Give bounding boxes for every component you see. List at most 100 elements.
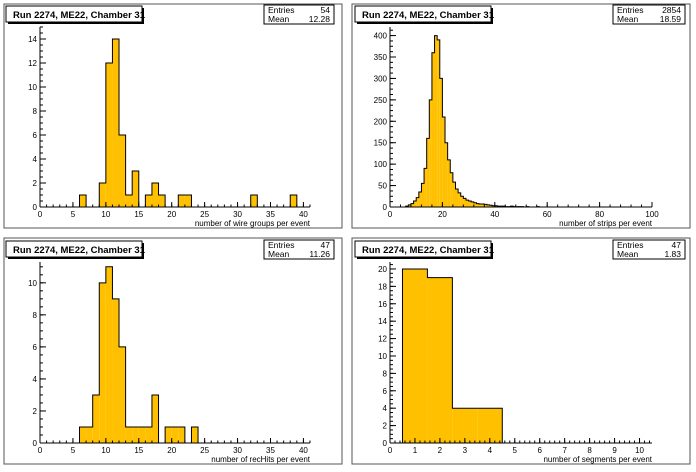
x-tick-label: 4 xyxy=(488,446,493,455)
x-tick-label: 0 xyxy=(38,210,43,219)
histogram-bin xyxy=(452,182,456,207)
histogram-bin xyxy=(484,204,487,207)
histogram-bin xyxy=(151,183,159,207)
entries-value: 2854 xyxy=(662,5,681,15)
histogram-bin xyxy=(171,426,179,443)
histogram-bin xyxy=(458,192,461,207)
stats-box: Entries 47 Mean 11.26 xyxy=(263,239,335,260)
histogram-bin xyxy=(492,205,495,207)
histogram-bin xyxy=(455,189,459,207)
x-tick-label: 5 xyxy=(513,446,518,455)
x-tick-label: 30 xyxy=(233,210,242,219)
histogram-bin xyxy=(479,204,482,207)
histogram-bin xyxy=(452,408,478,443)
x-tick-label: 0 xyxy=(38,446,43,455)
y-axis: 0 2 4 6 8 10 xyxy=(28,266,46,448)
entries-label: Entries xyxy=(268,5,294,15)
histogram-bin xyxy=(79,195,87,207)
wire-groups-histogram-pad: 0 5 10 15 20 25 30 35 40 0 2 4 6 8 10 12 14 number of wir… xyxy=(3,3,343,229)
histogram-bin xyxy=(429,99,432,207)
histogram-bin xyxy=(489,205,493,207)
x-tick-label: 1 xyxy=(413,446,418,455)
x-tick-label: 60 xyxy=(543,210,552,219)
title-box: Run 2274, ME22, Chamber 31 xyxy=(354,240,495,259)
y-tick-label: 10 xyxy=(28,83,37,92)
x-axis-title: number of strips per event xyxy=(559,219,653,228)
histogram-bin xyxy=(421,183,425,207)
histogram-title: Run 2274, ME22, Chamber 31 xyxy=(362,245,495,256)
histogram-bin xyxy=(151,394,159,443)
mean-value: 18.59 xyxy=(660,14,682,24)
title-box: Run 2274, ME22, Chamber 31 xyxy=(5,240,146,259)
mean-label: Mean xyxy=(617,14,639,24)
histogram-bin xyxy=(413,201,417,207)
x-tick-label: 10 xyxy=(101,210,110,219)
histogram-outline xyxy=(401,268,503,443)
histogram-bin xyxy=(138,426,146,443)
y-tick-label: 100 xyxy=(374,160,388,169)
y-tick-label: 8 xyxy=(383,369,388,378)
pad-frame xyxy=(3,237,343,465)
entries-label: Entries xyxy=(617,240,643,250)
x-tick-label: 40 xyxy=(299,210,308,219)
mean-label: Mean xyxy=(268,249,290,259)
entries-value: 47 xyxy=(321,240,331,250)
histogram-bars xyxy=(79,266,199,443)
y-tick-label: 14 xyxy=(378,317,387,326)
histogram-bin xyxy=(145,426,152,443)
histogram-bin xyxy=(132,426,139,443)
y-tick-label: 12 xyxy=(28,59,37,68)
x-tick-label: 5 xyxy=(71,446,76,455)
entries-label: Entries xyxy=(617,5,643,15)
histogram-bin xyxy=(191,426,199,443)
histogram-bin xyxy=(439,78,443,207)
y-axis: 0 50 100 150 200 250 300 350 400 xyxy=(374,29,396,212)
y-tick-label: 8 xyxy=(33,107,38,116)
x-tick-label: 0 xyxy=(388,446,393,455)
x-tick-label: 15 xyxy=(134,446,143,455)
y-tick-label: 200 xyxy=(374,117,388,126)
x-tick-label: 7 xyxy=(562,446,567,455)
x-tick-label: 5 xyxy=(71,210,76,219)
stats-box: Entries 2854 Mean 18.59 xyxy=(612,4,686,25)
y-axis: 0 2 4 6 8 10 12 14 xyxy=(28,26,46,212)
x-tick-label: 2 xyxy=(438,446,443,455)
histogram-bin xyxy=(250,195,258,207)
x-tick-label: 25 xyxy=(200,210,209,219)
histogram-bin xyxy=(434,35,438,208)
y-tick-label: 150 xyxy=(374,139,388,148)
histogram-bin xyxy=(92,394,100,443)
histogram-bin xyxy=(290,195,297,207)
histogram-bars xyxy=(79,39,297,207)
histogram-bin xyxy=(99,282,106,443)
x-tick-label: 10 xyxy=(635,446,644,455)
histogram-bin xyxy=(178,426,185,443)
x-tick-label: 3 xyxy=(463,446,468,455)
histogram-bin xyxy=(410,203,414,207)
x-tick-label: 100 xyxy=(645,210,659,219)
x-tick-label: 15 xyxy=(134,210,143,219)
histogram-bars xyxy=(405,35,540,208)
y-tick-label: 18 xyxy=(378,282,387,291)
y-tick-label: 16 xyxy=(378,300,387,309)
entries-label: Entries xyxy=(268,240,294,250)
histogram-bin xyxy=(165,426,172,443)
y-tick-label: 6 xyxy=(33,131,38,140)
x-tick-label: 80 xyxy=(595,210,604,219)
y-tick-label: 0 xyxy=(383,439,388,448)
histogram-bin xyxy=(473,202,477,207)
y-tick-label: 2 xyxy=(383,422,388,431)
histogram-bin xyxy=(99,183,106,207)
histogram-bin xyxy=(445,142,448,207)
histogram-bin xyxy=(105,63,113,207)
x-axis: 0 20 40 60 80 100 xyxy=(388,202,659,219)
rechits-histogram-pad: 0 5 10 15 20 25 30 35 40 0 2 4 6 8 10 number of recHits… xyxy=(3,237,343,465)
x-tick-label: 6 xyxy=(537,446,542,455)
pad-frame xyxy=(351,3,691,229)
histogram-bin xyxy=(442,117,446,207)
entries-value: 54 xyxy=(321,5,331,15)
histogram-bin xyxy=(408,204,411,207)
histogram-title: Run 2274, ME22, Chamber 31 xyxy=(13,10,146,21)
y-tick-label: 6 xyxy=(33,343,38,352)
